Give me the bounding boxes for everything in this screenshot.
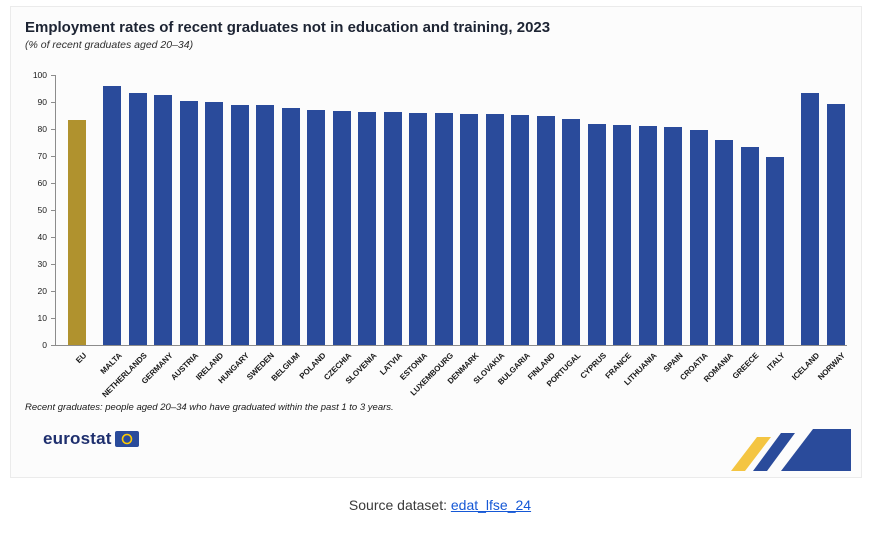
y-tick-label: 100 [32, 70, 47, 80]
bar-romania: ROMANIA [702, 139, 735, 384]
x-axis-label: NORWAY [816, 351, 847, 382]
bar-slovakia: SLOVAKIA [471, 114, 506, 386]
bar-norway: NORWAY [816, 103, 847, 382]
x-axis-label: CYPRUS [578, 351, 608, 381]
chart-subtitle: (% of recent graduates aged 20–34) [25, 39, 194, 51]
x-axis-label: ITALY [764, 351, 787, 373]
y-tick-label: 40 [37, 232, 47, 242]
y-tick-mark [51, 237, 55, 238]
bar-greece: GREECE [731, 146, 761, 381]
eurostat-logo-text: eurostat [43, 429, 112, 448]
y-tick-label: 30 [37, 259, 47, 269]
bar-hungary: HUNGARY [217, 104, 251, 385]
y-tick-label: 90 [37, 97, 47, 107]
bar-germany: GERMANY [140, 95, 174, 386]
bar-finland: FINLAND [526, 115, 557, 382]
bar-group-eu-countries: MALTA NETHERLANDS GERMANY AUSTRIA IRELAND HUN… [98, 86, 786, 399]
x-axis-label: ICELAND [790, 351, 822, 383]
y-tick-mark [51, 156, 55, 157]
bar-estonia: ESTONIA [398, 112, 429, 382]
bar-spain: SPAIN [661, 127, 684, 374]
bar-croatia: CROATIA [679, 130, 710, 382]
source-dataset-link[interactable]: edat_lfse_24 [450, 497, 532, 513]
bar-belgium: BELGIUM [270, 108, 302, 383]
y-tick-label: 20 [37, 286, 47, 296]
bar-cyprus: CYPRUS [578, 123, 608, 381]
bar-iceland: ICELAND [790, 92, 821, 382]
x-axis-label: GREECE [731, 351, 761, 381]
bar-france: FRANCE [604, 124, 633, 381]
x-axis-label: SPAIN [661, 351, 685, 374]
bar-slovenia: SLOVENIA [344, 111, 378, 386]
y-tick-mark [51, 291, 55, 292]
bar-group-efta-countries: ICELAND NORWAY [790, 92, 847, 382]
bar-austria: AUSTRIA [169, 101, 200, 382]
y-tick-mark [51, 129, 55, 130]
x-axis-label: NETHERLANDS [100, 351, 149, 400]
y-tick-label: 50 [37, 205, 47, 215]
bar-bulgaria: BULGARIA [496, 114, 531, 387]
eurostat-logo: eurostat [43, 429, 847, 449]
y-tick-mark [51, 210, 55, 211]
bar-poland: POLAND [298, 110, 327, 381]
y-tick-label: 10 [37, 313, 47, 323]
y-tick-mark [51, 102, 55, 103]
source-label: Source dataset: [348, 497, 451, 513]
source-line: Source dataset: edat_lfse_24 [0, 497, 880, 513]
bar-lithuania: LITHUANIA [623, 125, 659, 387]
footnote: Recent graduates: people aged 20–34 who … [25, 402, 394, 413]
bar-group-eu-aggregate: EU [68, 119, 88, 365]
bar-sweden: SWEDEN [246, 105, 276, 382]
bar-netherlands: NETHERLANDS [101, 92, 149, 399]
bar-italy: ITALY [765, 157, 786, 372]
y-axis: 0 10 20 30 40 50 60 70 80 90 100 [25, 70, 55, 350]
y-tick-label: 60 [37, 178, 47, 188]
y-tick-mark [51, 345, 55, 346]
bar-eu: EU [68, 119, 88, 365]
chart-panel: Employment rates of recent graduates not… [10, 6, 862, 478]
plot-area: 0 10 20 30 40 50 60 70 80 90 100 EU MALTA NETHERLAND… [25, 70, 847, 399]
bar-luxembourg: LUXEMBOURG [408, 113, 455, 398]
eu-flag-icon [114, 431, 139, 447]
x-axis-label: EU [74, 351, 89, 366]
y-tick-label: 0 [42, 340, 47, 350]
chart-title: Employment rates of recent graduates not… [25, 19, 551, 36]
y-tick-label: 80 [37, 124, 47, 134]
bar-czechia: CZECHIA [322, 111, 353, 382]
y-tick-mark [51, 183, 55, 184]
bar-denmark: DENMARK [446, 113, 480, 386]
bar-portugal: PORTUGAL [545, 119, 582, 389]
y-tick-mark [51, 75, 55, 76]
bars-container: EU MALTA NETHERLANDS GERMANY AUSTRIA IRELAND H… [55, 75, 847, 399]
y-tick-mark [51, 264, 55, 265]
bar-latvia: LATVIA [378, 112, 404, 377]
y-tick-mark [51, 318, 55, 319]
bar-malta: MALTA [98, 86, 123, 376]
decorative-ribbon-graphic [731, 429, 851, 471]
y-tick-label: 70 [37, 151, 47, 161]
bar-ireland: IRELAND [194, 102, 225, 382]
